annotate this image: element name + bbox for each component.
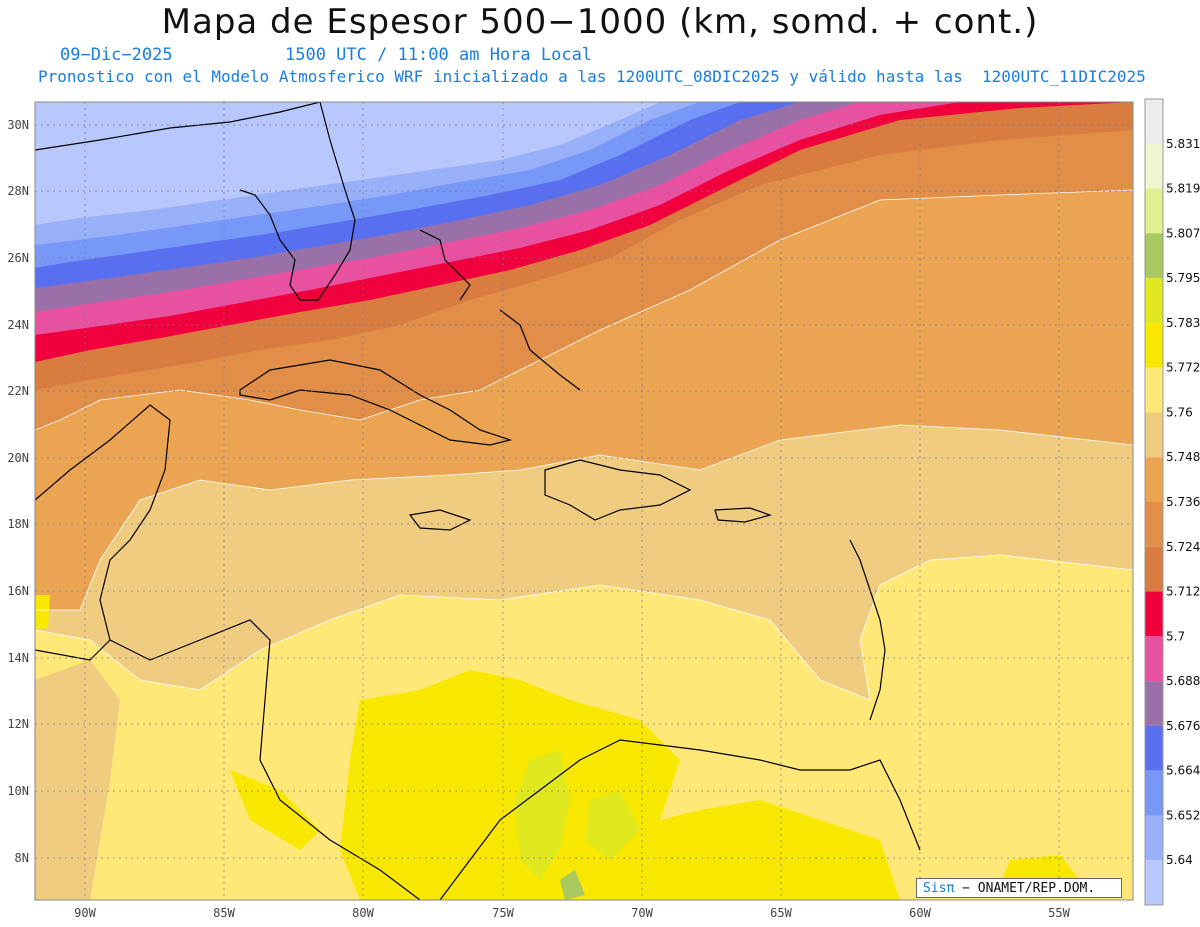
colorbar-label: 5.64 — [1166, 853, 1193, 867]
credit-box: Sisπ − ONAMET/REP.DOM. — [916, 878, 1122, 898]
lat-label-14n: 14N — [7, 651, 29, 665]
colorbar-label: 5.795 — [1166, 271, 1200, 285]
forecast-date: 09−Dic−2025 — [60, 45, 173, 65]
lat-label-26n: 26N — [7, 251, 29, 265]
colorbar-swatch — [1145, 322, 1163, 368]
colorbar-label: 5.652 — [1166, 808, 1200, 822]
lat-axis: 30N 28N 26N 24N 22N 20N 18N 16N 14N 12N … — [7, 118, 29, 865]
brand-logo: Sisπ — [923, 881, 955, 896]
lat-label-8n: 8N — [15, 851, 29, 865]
lat-label-16n: 16N — [7, 584, 29, 598]
lat-label-18n: 18N — [7, 517, 29, 531]
lon-axis: 90W 85W 80W 75W 70W 65W 60W 55W — [74, 906, 1070, 920]
lat-label-28n: 28N — [7, 184, 29, 198]
lat-label-22n: 22N — [7, 384, 29, 398]
colorbar-swatch — [1145, 99, 1163, 144]
colorbar-swatch — [1145, 770, 1163, 816]
colorbar-swatch — [1145, 502, 1163, 547]
lon-label-55w: 55W — [1048, 906, 1070, 920]
model-info: Pronostico con el Modelo Atmosferico WRF… — [38, 67, 1146, 86]
colorbar-swatch — [1145, 636, 1163, 682]
colorbar-swatch — [1145, 725, 1163, 771]
colorbar-swatch — [1145, 546, 1163, 592]
gridlines — [35, 102, 1133, 900]
colorbar-label: 5.807 — [1166, 226, 1200, 240]
lon-label-60w: 60W — [909, 906, 931, 920]
colorbar-label: 5.724 — [1166, 540, 1200, 554]
map-title: Mapa de Espesor 500−1000 (km, somd. + co… — [161, 2, 1039, 42]
colorbar-swatch — [1145, 143, 1163, 189]
lon-label-75w: 75W — [492, 906, 514, 920]
colorbar-swatch — [1145, 412, 1163, 458]
lon-label-70w: 70W — [631, 906, 653, 920]
colorbar-swatch — [1145, 233, 1163, 279]
colorbar: 5.831 5.819 5.807 5.795 5.783 5.772 5.76 5.748 5… — [1144, 98, 1200, 906]
lat-label-20n: 20N — [7, 451, 29, 465]
credit-text: − ONAMET/REP.DOM. — [962, 881, 1096, 896]
contour-lines — [35, 189, 1133, 701]
colorbar-swatch — [1145, 815, 1163, 861]
colorbar-label: 5.748 — [1166, 450, 1200, 464]
colorbar-label: 5.819 — [1166, 182, 1200, 196]
colorbar-swatch — [1145, 278, 1163, 323]
colorbar-swatch — [1145, 188, 1163, 234]
colorbar-label: 5.712 — [1166, 585, 1200, 599]
colorbar-label: 5.76 — [1166, 405, 1193, 419]
contour-fill — [35, 102, 1133, 900]
colorbar-label: 5.688 — [1166, 674, 1200, 688]
lon-label-65w: 65W — [770, 906, 792, 920]
colorbar-label: 5.736 — [1166, 495, 1200, 509]
lon-label-85w: 85W — [213, 906, 235, 920]
lat-label-30n: 30N — [7, 118, 29, 132]
colorbar-label: 5.772 — [1166, 361, 1200, 375]
colorbar-label: 5.831 — [1166, 137, 1200, 151]
lon-label-90w: 90W — [74, 906, 96, 920]
lon-label-80w: 80W — [352, 906, 374, 920]
colorbar-label: 5.664 — [1166, 764, 1200, 778]
colorbar-label: 5.7 — [1166, 629, 1185, 643]
colorbar-swatch — [1145, 860, 1163, 905]
lat-label-10n: 10N — [7, 784, 29, 798]
colorbar-frame — [1144, 98, 1164, 906]
map-frame — [34, 101, 1134, 901]
colorbar-swatch — [1145, 367, 1163, 413]
forecast-time: 1500 UTC / 11:00 am Hora Local — [285, 45, 593, 65]
colorbar-label: 5.676 — [1166, 719, 1200, 733]
colorbar-swatch — [1145, 457, 1163, 502]
lat-label-24n: 24N — [7, 318, 29, 332]
colorbar-swatch — [1145, 591, 1163, 637]
colorbar-swatch — [1145, 681, 1163, 726]
colorbar-label: 5.783 — [1166, 316, 1200, 330]
lat-label-12n: 12N — [7, 717, 29, 731]
